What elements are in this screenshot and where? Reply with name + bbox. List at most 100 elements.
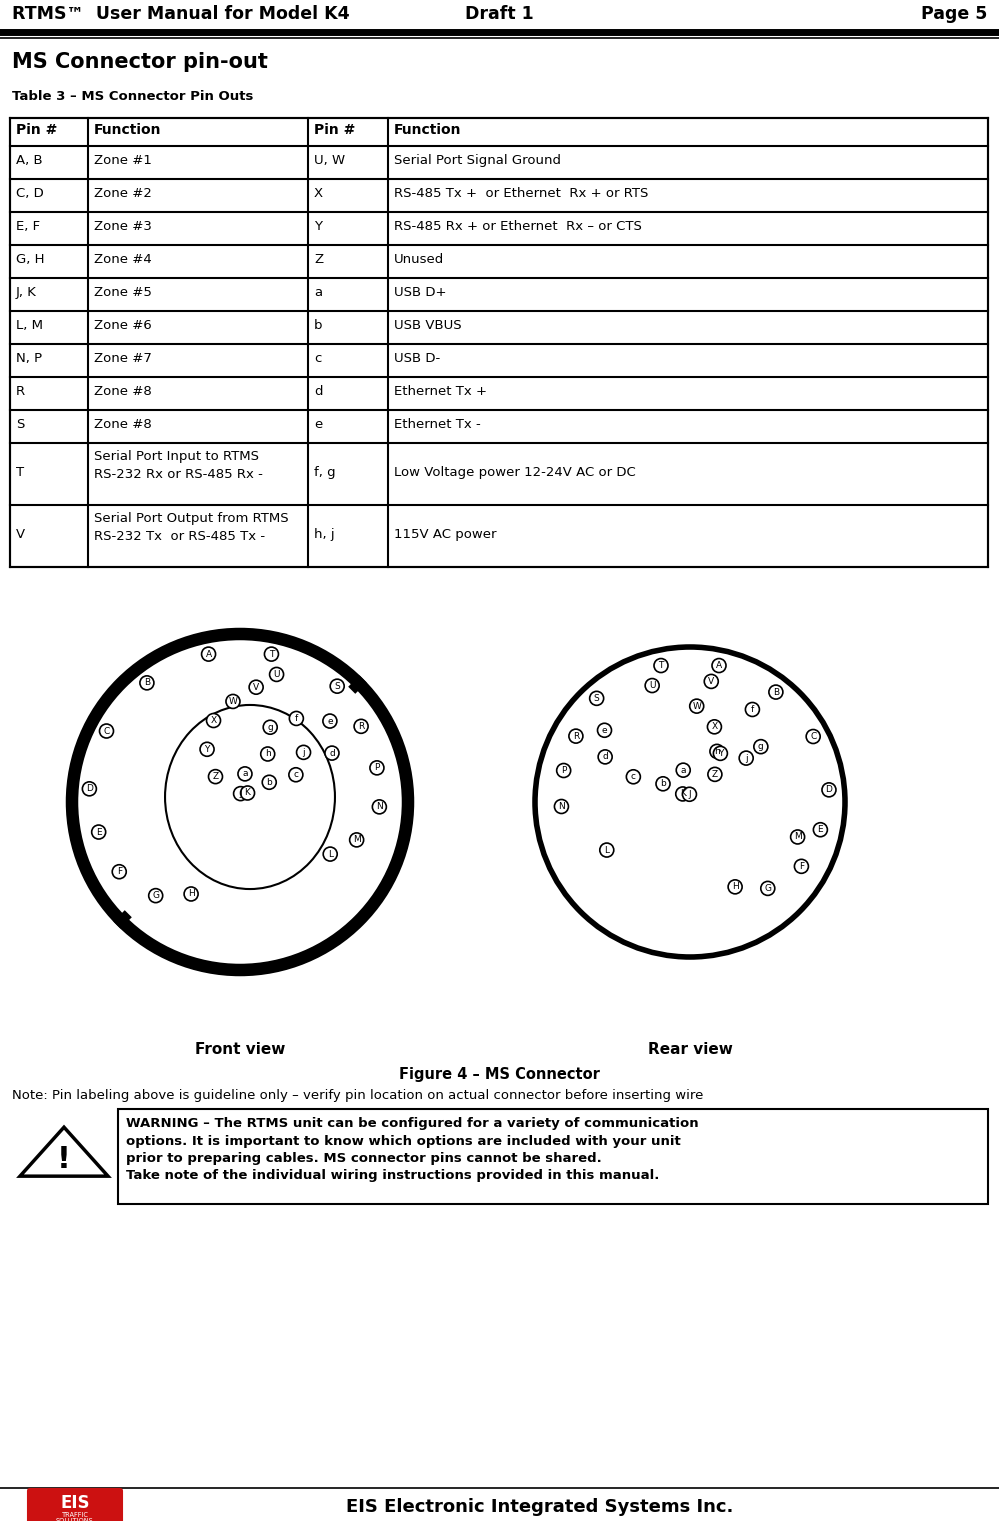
Text: J: J xyxy=(688,789,690,799)
Text: a: a xyxy=(242,770,248,779)
Text: Zone #3: Zone #3 xyxy=(94,221,152,233)
Circle shape xyxy=(209,770,223,783)
Text: Z: Z xyxy=(314,252,323,266)
Ellipse shape xyxy=(165,704,335,890)
Text: Figure 4 – MS Connector: Figure 4 – MS Connector xyxy=(399,1068,599,1081)
Circle shape xyxy=(645,678,659,692)
Text: P: P xyxy=(375,764,380,773)
Text: G: G xyxy=(764,884,771,893)
Text: H: H xyxy=(731,882,738,891)
Text: S: S xyxy=(593,694,599,703)
Text: D: D xyxy=(825,785,832,794)
Circle shape xyxy=(140,675,154,691)
Text: Serial Port Input to RTMS: Serial Port Input to RTMS xyxy=(94,450,259,462)
Circle shape xyxy=(289,768,303,782)
Text: j: j xyxy=(303,748,305,757)
Circle shape xyxy=(554,800,568,814)
Text: Page 5: Page 5 xyxy=(921,5,987,23)
Circle shape xyxy=(790,830,804,844)
Text: W: W xyxy=(229,697,238,706)
Text: M: M xyxy=(794,832,801,841)
Text: EIS Electronic Integrated Systems Inc.: EIS Electronic Integrated Systems Inc. xyxy=(347,1498,733,1516)
Circle shape xyxy=(184,887,198,900)
Text: b: b xyxy=(314,319,323,332)
Text: T: T xyxy=(16,465,24,479)
Circle shape xyxy=(675,786,689,802)
Text: F: F xyxy=(799,862,804,872)
Text: Pin #: Pin # xyxy=(16,123,57,137)
Text: c: c xyxy=(294,770,299,779)
Text: Note: Pin labeling above is guideline only – verify pin location on actual conne: Note: Pin labeling above is guideline on… xyxy=(12,1089,703,1103)
Text: X: X xyxy=(314,187,323,199)
Circle shape xyxy=(682,788,696,802)
Text: Zone #8: Zone #8 xyxy=(94,418,152,430)
Text: Y: Y xyxy=(717,748,723,757)
Text: c: c xyxy=(314,351,322,365)
Circle shape xyxy=(654,659,668,672)
Bar xyxy=(349,675,367,694)
Ellipse shape xyxy=(535,646,845,957)
Circle shape xyxy=(599,843,613,856)
Circle shape xyxy=(350,834,364,847)
Text: Table 3 – MS Connector Pin Outs: Table 3 – MS Connector Pin Outs xyxy=(12,90,254,103)
Circle shape xyxy=(112,865,126,879)
Text: L, M: L, M xyxy=(16,319,43,332)
Polygon shape xyxy=(20,1127,108,1176)
Circle shape xyxy=(263,776,277,789)
Text: Pin #: Pin # xyxy=(314,123,356,137)
Circle shape xyxy=(597,724,611,738)
Text: Y: Y xyxy=(205,745,210,754)
Circle shape xyxy=(324,847,338,861)
Circle shape xyxy=(598,750,612,764)
Text: d: d xyxy=(329,748,335,757)
Text: G, H: G, H xyxy=(16,252,45,266)
Text: RS-485 Rx + or Ethernet  Rx – or CTS: RS-485 Rx + or Ethernet Rx – or CTS xyxy=(394,221,642,233)
Circle shape xyxy=(707,719,721,733)
Circle shape xyxy=(323,713,337,729)
Circle shape xyxy=(100,724,114,738)
Text: Zone #7: Zone #7 xyxy=(94,351,152,365)
Text: C, D: C, D xyxy=(16,187,44,199)
Circle shape xyxy=(325,747,339,760)
Text: W: W xyxy=(692,701,701,710)
Text: A: A xyxy=(716,662,722,671)
Text: c: c xyxy=(630,773,635,782)
Text: C: C xyxy=(810,732,816,741)
Text: USB VBUS: USB VBUS xyxy=(394,319,462,332)
Circle shape xyxy=(202,646,216,662)
Text: USB D-: USB D- xyxy=(394,351,441,365)
Text: Low Voltage power 12-24V AC or DC: Low Voltage power 12-24V AC or DC xyxy=(394,465,635,479)
Circle shape xyxy=(234,786,248,800)
Text: R: R xyxy=(16,385,25,399)
Text: J, K: J, K xyxy=(16,286,37,300)
Text: C: C xyxy=(103,727,110,736)
Text: U, W: U, W xyxy=(314,154,345,167)
Text: K: K xyxy=(245,788,251,797)
Text: Unused: Unused xyxy=(394,252,445,266)
Text: e: e xyxy=(327,716,333,726)
Circle shape xyxy=(200,742,214,756)
Circle shape xyxy=(261,747,275,760)
Circle shape xyxy=(806,730,820,744)
Text: Zone #6: Zone #6 xyxy=(94,319,152,332)
Text: Front view: Front view xyxy=(195,1042,285,1057)
Text: !: ! xyxy=(57,1145,71,1174)
Bar xyxy=(118,1109,988,1205)
Text: R: R xyxy=(358,722,365,730)
Text: Rear view: Rear view xyxy=(647,1042,732,1057)
Circle shape xyxy=(556,764,570,777)
Text: S: S xyxy=(16,418,24,430)
Text: T: T xyxy=(269,649,274,659)
Text: B: B xyxy=(144,678,150,687)
Text: h: h xyxy=(265,750,271,759)
Circle shape xyxy=(249,680,263,694)
Circle shape xyxy=(728,879,742,894)
Text: MS Connector pin-out: MS Connector pin-out xyxy=(12,52,268,71)
Text: d: d xyxy=(602,753,608,762)
Text: N, P: N, P xyxy=(16,351,42,365)
Text: N: N xyxy=(376,803,383,811)
Circle shape xyxy=(263,721,277,735)
Text: a: a xyxy=(314,286,322,300)
Text: Zone #1: Zone #1 xyxy=(94,154,152,167)
Circle shape xyxy=(92,824,106,840)
